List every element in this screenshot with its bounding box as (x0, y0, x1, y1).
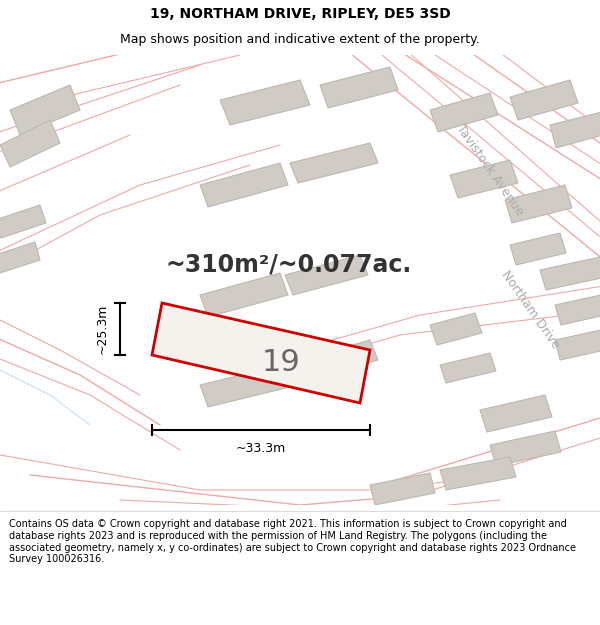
Polygon shape (540, 257, 600, 290)
Polygon shape (220, 80, 310, 125)
Polygon shape (440, 457, 516, 490)
Text: Contains OS data © Crown copyright and database right 2021. This information is : Contains OS data © Crown copyright and d… (9, 519, 576, 564)
Text: Map shows position and indicative extent of the property.: Map shows position and indicative extent… (120, 33, 480, 46)
Polygon shape (505, 185, 572, 223)
Polygon shape (200, 163, 288, 207)
Polygon shape (300, 340, 378, 380)
Polygon shape (490, 431, 561, 466)
Polygon shape (430, 93, 498, 132)
Polygon shape (450, 160, 518, 198)
Polygon shape (285, 255, 368, 295)
Polygon shape (510, 80, 578, 120)
Polygon shape (152, 303, 370, 403)
Text: ~25.3m: ~25.3m (95, 304, 109, 354)
Text: Tavistock Avenue: Tavistock Avenue (454, 122, 526, 218)
Polygon shape (0, 205, 46, 238)
Polygon shape (440, 353, 496, 383)
Polygon shape (10, 85, 80, 135)
Polygon shape (555, 328, 600, 360)
Polygon shape (320, 67, 398, 108)
Polygon shape (480, 395, 552, 432)
Polygon shape (370, 473, 435, 505)
Polygon shape (200, 273, 288, 317)
Text: Northam Drive: Northam Drive (498, 269, 562, 351)
Text: 19: 19 (262, 348, 301, 378)
Text: ~310m²/~0.077ac.: ~310m²/~0.077ac. (165, 253, 411, 277)
Polygon shape (550, 110, 600, 148)
Polygon shape (200, 363, 298, 407)
Text: ~33.3m: ~33.3m (236, 441, 286, 454)
Text: 19, NORTHAM DRIVE, RIPLEY, DE5 3SD: 19, NORTHAM DRIVE, RIPLEY, DE5 3SD (149, 7, 451, 21)
Polygon shape (430, 313, 482, 345)
Polygon shape (510, 233, 566, 265)
Polygon shape (555, 293, 600, 325)
Polygon shape (0, 120, 60, 167)
Polygon shape (290, 143, 378, 183)
Polygon shape (0, 242, 40, 273)
